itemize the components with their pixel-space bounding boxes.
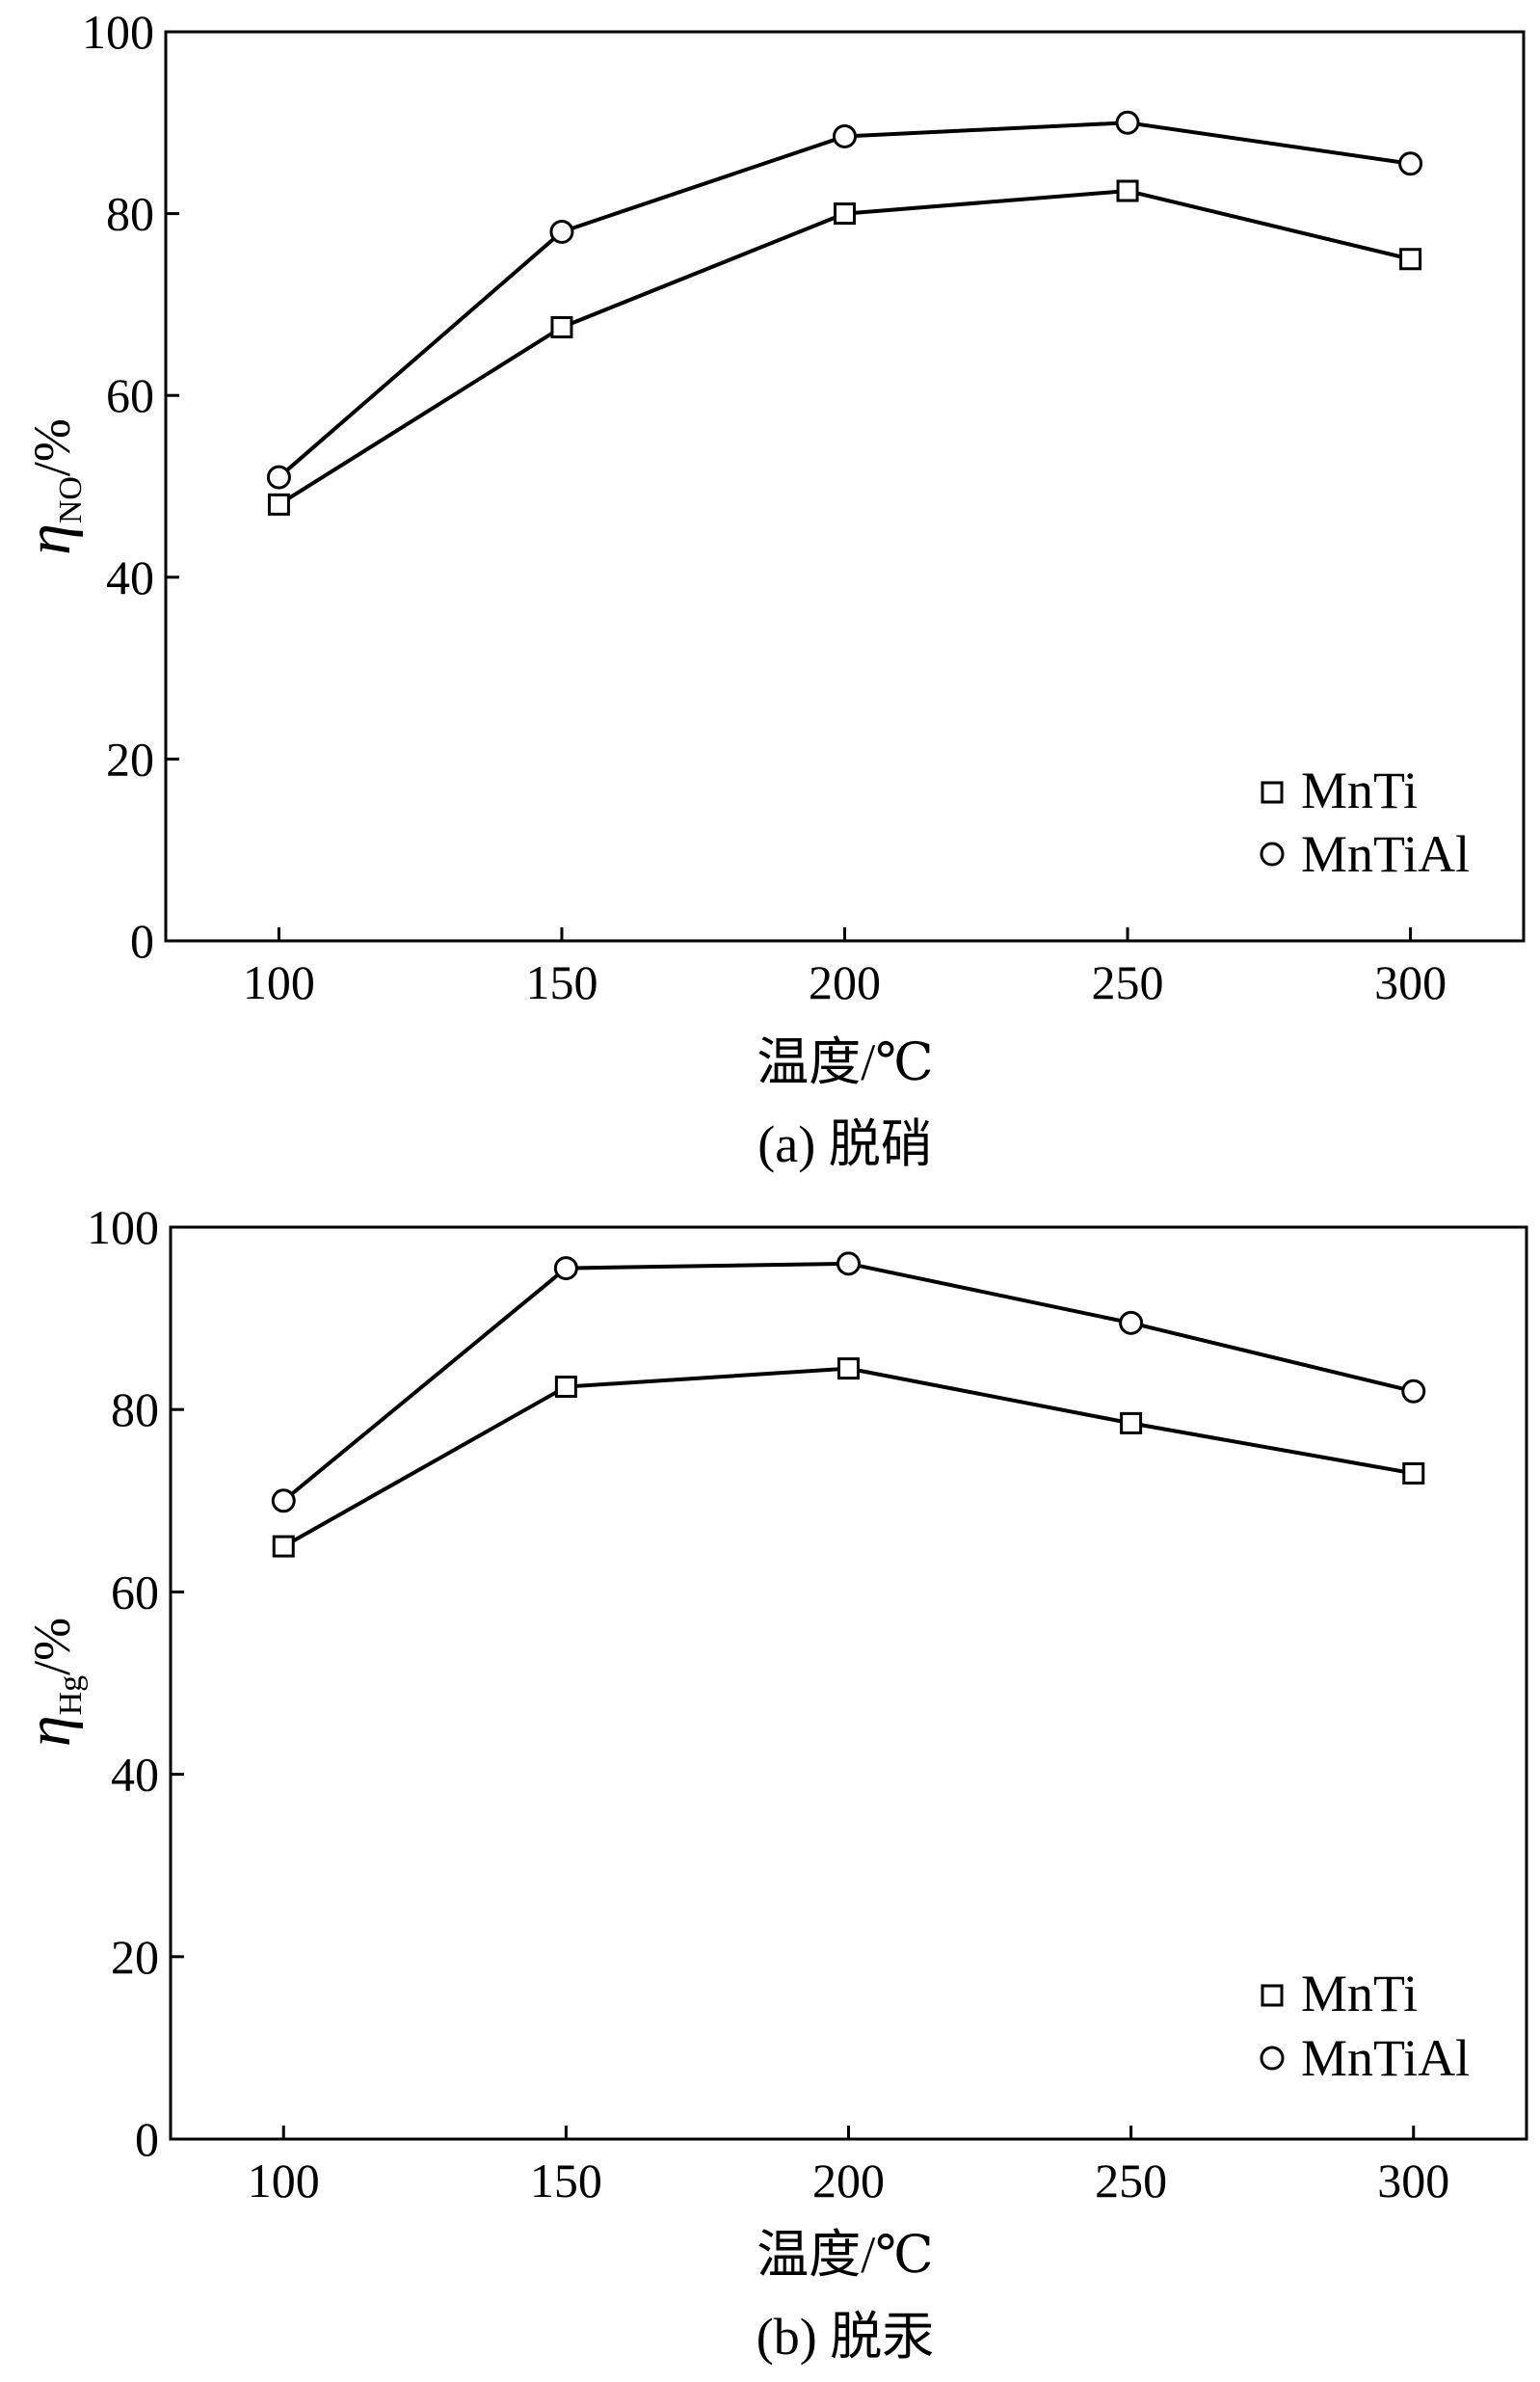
panel-b: 100 150 200 250 300 0 20 40 60 80 100 ηHg/% MnTi M… (13, 1200, 1528, 2366)
panel-a-x-tick-label: 250 (1092, 955, 1164, 1009)
panel-b-x-tick-label: 100 (248, 2154, 320, 2208)
panel-a-y-axis-label: ηNO/% (13, 418, 89, 555)
panel-a-legend-label-mntial: MnTiAl (1301, 825, 1470, 883)
panel-a-x-tick-label: 150 (525, 955, 597, 1009)
panel-b-legend-label-mnti: MnTi (1301, 1965, 1418, 2022)
panel-a-point-mnti (1116, 179, 1139, 202)
panel-a-legend-marker-mnti (1261, 781, 1284, 804)
panel-a-caption: (a) 脱硝 (757, 1115, 932, 1173)
panel-b-caption: (b) 脱汞 (757, 2308, 934, 2366)
panel-a-y-tick-label: 60 (106, 368, 154, 422)
panel-b-legend-label-mntial: MnTiAl (1301, 2029, 1470, 2087)
panel-a: 100 150 200 250 300 0 20 40 60 80 100 ηNO/% MnTi M… (13, 5, 1526, 1173)
panel-b-x-axis-label: 温度/℃ (757, 2226, 933, 2284)
panel-b-x-tick-label: 300 (1377, 2154, 1449, 2208)
panel-b-point-mntial (1401, 1378, 1426, 1404)
panel-b-y-tick-label: 80 (111, 1382, 159, 1436)
panel-b-point-mnti (1120, 1411, 1143, 1434)
panel-b-y-axis-symbol: η (13, 1715, 84, 1747)
panel-a-point-mntial (833, 123, 857, 148)
panel-b-legend-marker-mnti (1261, 1984, 1284, 2007)
panel-a-legend: MnTi MnTiAl (1260, 762, 1470, 883)
panel-a-x-tick-label: 300 (1374, 955, 1447, 1009)
panel-a-legend-label-mnti: MnTi (1301, 762, 1418, 819)
panel-a-y-tick-label: 40 (106, 550, 154, 604)
panel-b-point-mnti (837, 1357, 860, 1380)
panel-b-point-mnti (554, 1376, 577, 1399)
panel-a-x-tick-label: 100 (243, 955, 315, 1009)
panel-a-y-tick-label: 0 (130, 914, 154, 968)
panel-b-marks: 100 150 200 250 300 0 20 40 60 80 100 (87, 1200, 1449, 2208)
panel-b-legend: MnTi MnTiAl (1260, 1965, 1470, 2087)
panel-b-y-tick-label: 40 (111, 1748, 159, 1802)
panel-a-point-mnti (834, 202, 856, 226)
panel-b-x-tick-label: 250 (1095, 2154, 1167, 2208)
panel-b-legend-marker-mntial (1260, 2046, 1285, 2071)
panel-b-x-tick-label: 150 (530, 2154, 602, 2208)
panel-b-point-mntial (271, 1488, 296, 1513)
panel-a-legend-marker-mntial (1260, 842, 1285, 867)
panel-a-point-mntial (1398, 151, 1423, 176)
panel-b-point-mntial (836, 1251, 861, 1276)
panel-a-y-tick-label: 100 (82, 5, 154, 59)
panel-b-y-tick-label: 100 (87, 1200, 159, 1254)
panel-a-y-tick-label: 20 (106, 732, 154, 786)
panel-a-point-mnti (1399, 248, 1422, 271)
panel-a-y-tick-label: 80 (106, 187, 154, 241)
panel-b-y-axis-label: ηHg/% (13, 1618, 89, 1747)
panel-a-x-tick-label: 200 (809, 955, 881, 1009)
panel-b-series-line-mnti (282, 1366, 1415, 1548)
panel-b-series-line-mntial (281, 1261, 1415, 1503)
panel-b-point-mntial (1119, 1310, 1144, 1335)
panel-a-y-axis-symbol: η (13, 523, 84, 555)
panel-b-y-tick-label: 60 (111, 1565, 159, 1619)
panel-a-y-axis-unit: /% (23, 418, 81, 476)
panel-b-y-tick-label: 0 (135, 2112, 159, 2166)
panel-a-x-axis-label: 温度/℃ (757, 1033, 933, 1091)
panel-a-series-line-mntial (278, 120, 1411, 479)
panel-b-point-mnti (272, 1535, 295, 1558)
panel-b-y-axis-unit: /% (23, 1618, 81, 1675)
panel-a-point-mnti (550, 315, 573, 338)
panel-b-point-mntial (553, 1256, 578, 1281)
panel-b-y-tick-label: 20 (111, 1930, 159, 1984)
panel-a-y-axis-subscript: NO (53, 476, 89, 523)
panel-a-point-mnti (267, 493, 290, 516)
panel-b-y-axis-subscript: Hg (53, 1675, 89, 1716)
panel-b-x-tick-label: 200 (812, 2154, 885, 2208)
panel-a-series-line-mnti (278, 189, 1412, 507)
panel-a-point-mntial (1115, 110, 1140, 135)
panel-a-point-mntial (266, 465, 291, 490)
panel-b-point-mnti (1402, 1461, 1425, 1485)
panel-a-marks: 100 150 200 250 300 0 20 40 60 80 100 (82, 5, 1447, 1009)
panel-a-point-mntial (549, 219, 574, 244)
